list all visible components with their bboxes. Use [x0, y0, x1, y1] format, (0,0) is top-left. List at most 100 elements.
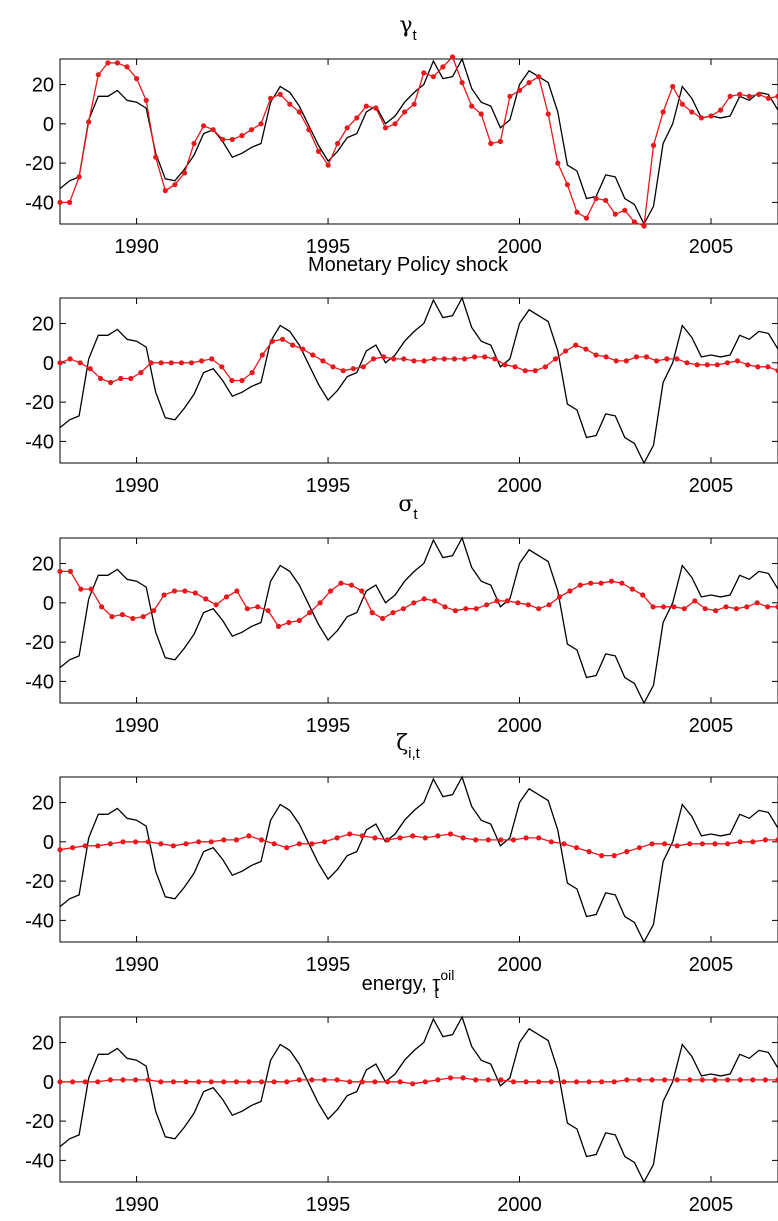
- red-series-point: [70, 1079, 76, 1085]
- red-series-point: [660, 109, 666, 115]
- red-series-point: [296, 617, 302, 624]
- red-series-point: [350, 366, 356, 372]
- red-series-point: [221, 837, 227, 843]
- red-series-point: [664, 356, 670, 362]
- red-series-point: [286, 619, 292, 626]
- red-series-point: [488, 140, 494, 147]
- red-series-point: [107, 841, 113, 847]
- red-series-point: [422, 835, 428, 841]
- red-series-point: [699, 1077, 706, 1083]
- red-series-point: [209, 356, 215, 362]
- x-tick-label: 1990: [114, 236, 159, 258]
- red-series-point: [586, 1079, 592, 1085]
- x-tick-label: 2000: [497, 236, 542, 258]
- panel-title: γt: [399, 13, 417, 44]
- red-series-point: [515, 600, 521, 606]
- red-series-point: [485, 1077, 491, 1083]
- panel-title: σt: [398, 492, 418, 523]
- red-series-point: [153, 154, 159, 160]
- red-series-point: [410, 833, 416, 839]
- red-series-point: [516, 87, 523, 93]
- red-series-point: [97, 375, 104, 382]
- red-series-point: [536, 1079, 542, 1085]
- red-series-point: [611, 1079, 617, 1085]
- red-series-point: [679, 101, 685, 107]
- red-series-point: [57, 568, 63, 575]
- red-series-point: [756, 91, 762, 97]
- y-tick-label: 0: [43, 1072, 54, 1094]
- red-series-point: [196, 839, 202, 845]
- red-series-point: [402, 109, 408, 115]
- red-series-point: [191, 140, 197, 147]
- red-series-point: [307, 610, 313, 616]
- red-series-point: [306, 127, 312, 133]
- red-series-point: [746, 93, 752, 99]
- red-series-point: [233, 837, 239, 843]
- red-series-point: [431, 356, 437, 362]
- red-series-point: [613, 358, 619, 364]
- x-tick-label: 1995: [306, 236, 351, 258]
- panel-title: ζi,t: [396, 731, 420, 762]
- red-series-point: [698, 115, 705, 121]
- red-series-point: [143, 97, 149, 103]
- red-series-point: [118, 375, 124, 382]
- red-series-point: [512, 364, 518, 370]
- red-series-point: [138, 370, 144, 376]
- red-series-point: [183, 841, 189, 847]
- red-series-point: [258, 1079, 265, 1085]
- red-series-point: [662, 841, 668, 847]
- red-series-point: [158, 1079, 164, 1085]
- red-series-point: [494, 598, 500, 604]
- red-series-point: [334, 835, 340, 841]
- red-series-point: [128, 375, 134, 382]
- red-series-point: [631, 219, 638, 225]
- red-series-point: [384, 1079, 391, 1085]
- red-series-point: [370, 356, 377, 362]
- red-series-point: [321, 839, 328, 845]
- red-series-point: [734, 358, 741, 364]
- red-series-point: [348, 582, 354, 588]
- red-series-point: [140, 614, 146, 620]
- red-series-point: [330, 364, 336, 370]
- red-series-point: [384, 837, 391, 843]
- red-series-point: [619, 580, 625, 586]
- red-series-point: [95, 72, 101, 78]
- red-series-point: [567, 588, 573, 594]
- red-series-point: [650, 142, 657, 148]
- red-series-point: [745, 362, 751, 368]
- red-series-point: [556, 594, 563, 600]
- red-series-point: [219, 364, 225, 370]
- red-series-point: [588, 580, 594, 586]
- red-series-point: [603, 197, 609, 203]
- red-series-point: [583, 346, 589, 352]
- red-series-point: [158, 360, 164, 366]
- red-series-point: [120, 1077, 126, 1083]
- x-tick-label: 1995: [306, 475, 351, 497]
- red-series-point: [359, 833, 365, 839]
- red-series-point: [623, 358, 629, 364]
- red-series-point: [660, 604, 667, 610]
- red-series-point: [279, 336, 286, 342]
- red-series-point: [548, 1079, 554, 1085]
- red-series-point: [275, 623, 282, 630]
- red-series-point: [561, 841, 567, 847]
- red-series-point: [86, 119, 92, 125]
- y-tick-label: -20: [25, 153, 54, 175]
- red-series-point: [411, 101, 417, 107]
- x-tick-label: 2000: [497, 954, 542, 976]
- red-series-point: [334, 1077, 340, 1083]
- red-series-point: [452, 608, 458, 614]
- black-series-line: [59, 57, 778, 226]
- red-series-point: [221, 1079, 227, 1085]
- red-series-point: [724, 360, 731, 366]
- y-tick-label: -40: [25, 910, 54, 932]
- y-tick-label: 20: [32, 1033, 54, 1055]
- red-series-point: [372, 835, 378, 841]
- axes-box: [59, 58, 778, 225]
- red-series-point: [473, 837, 479, 843]
- red-series-line: [60, 570, 778, 628]
- red-series-point: [248, 127, 255, 133]
- red-series-point: [76, 174, 82, 180]
- red-series-point: [650, 604, 656, 610]
